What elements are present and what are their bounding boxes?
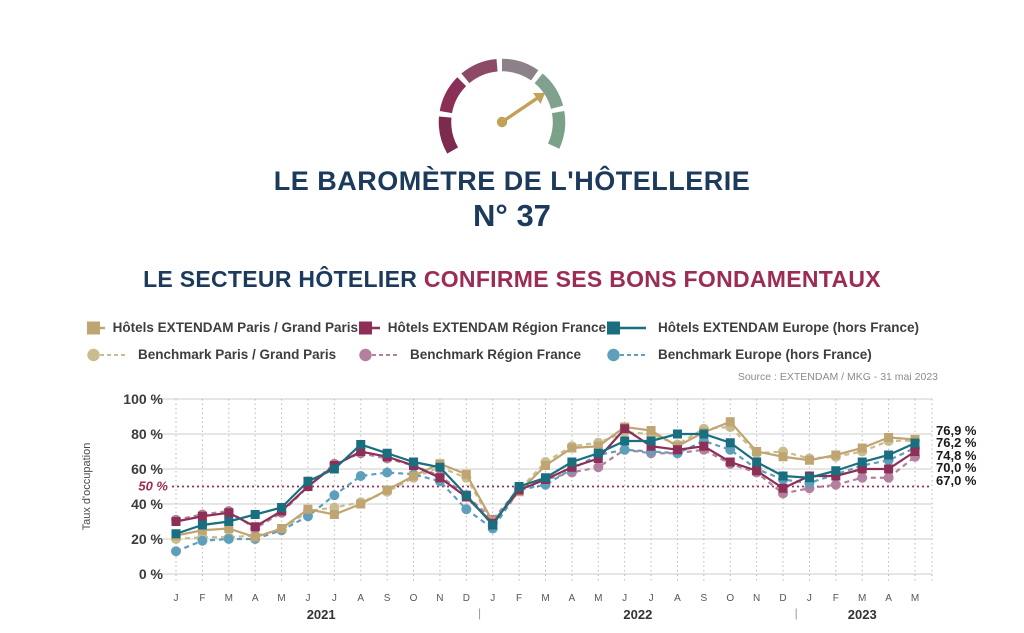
- svg-text:F: F: [516, 593, 522, 604]
- svg-text:D: D: [779, 593, 786, 604]
- svg-text:J: J: [332, 593, 337, 604]
- svg-text:M: M: [911, 593, 919, 604]
- legend-item-label: Hôtels EXTENDAM Paris / Grand Paris: [112, 320, 358, 335]
- svg-text:80 %: 80 %: [131, 426, 163, 442]
- barometer-gauge-icon: [438, 58, 566, 154]
- svg-text:67,0 %: 67,0 %: [936, 473, 977, 488]
- svg-text:|: |: [478, 606, 481, 620]
- svg-text:D: D: [463, 593, 470, 604]
- svg-text:S: S: [384, 593, 391, 604]
- svg-text:F: F: [199, 593, 205, 604]
- chart-legend: Hôtels EXTENDAM Paris / Grand Paris Hôte…: [86, 314, 919, 368]
- reference-line-50: 50 %: [138, 479, 932, 494]
- legend-marker-dashed-icon: [607, 348, 646, 361]
- svg-text:60 %: 60 %: [131, 461, 163, 477]
- svg-text:2022: 2022: [623, 607, 652, 622]
- svg-text:50 %: 50 %: [138, 479, 168, 494]
- end-value-labels: 76,9 %76,2 %74,8 %70,0 %67,0 %: [936, 423, 977, 488]
- svg-text:70,0 %: 70,0 %: [936, 460, 977, 475]
- svg-text:A: A: [674, 593, 681, 604]
- svg-text:M: M: [858, 593, 866, 604]
- legend-item-label: Benchmark Paris / Grand Paris: [138, 347, 337, 362]
- legend-item-label: Benchmark Europe (hors France): [658, 347, 872, 362]
- legend-marker-solid-icon: [359, 321, 380, 334]
- page-title: LE BAROMÈTRE DE L'HÔTELLERIE: [273, 166, 751, 196]
- subtitle-dark: LE SECTEUR HÔTELIER: [143, 266, 418, 292]
- source-note: Source : EXTENDAM / MKG - 31 mai 2023: [737, 371, 938, 383]
- svg-text:N: N: [753, 593, 760, 604]
- issue-number: N° 37: [473, 198, 551, 233]
- svg-text:J: J: [622, 593, 627, 604]
- legend-item: Benchmark Europe (hors France): [606, 341, 919, 368]
- legend-item: Hôtels EXTENDAM Paris / Grand Paris: [86, 314, 358, 341]
- svg-text:0 %: 0 %: [139, 566, 164, 582]
- svg-text:76,9 %: 76,9 %: [936, 423, 977, 438]
- legend-item-label: Hôtels EXTENDAM Europe (hors France): [658, 320, 920, 335]
- svg-text:40 %: 40 %: [131, 496, 163, 512]
- legend-item: Benchmark Paris / Grand Paris: [86, 341, 358, 368]
- x-axis: J F M A M J J A S O N D J F M A M J J A S O N D J F M A M 2021 | 2022 | 2…: [174, 593, 920, 622]
- svg-text:M: M: [225, 593, 233, 604]
- svg-text:A: A: [357, 593, 364, 604]
- svg-text:M: M: [541, 593, 549, 604]
- svg-text:N: N: [436, 593, 443, 604]
- legend-item: Hôtels EXTENDAM Région France: [358, 314, 606, 341]
- x-gridlines: [175, 399, 933, 582]
- svg-text:J: J: [174, 593, 179, 604]
- svg-text:A: A: [252, 593, 259, 604]
- legend-marker-dashed-icon: [87, 348, 126, 361]
- legend-item: Hôtels EXTENDAM Europe (hors France): [606, 314, 919, 341]
- svg-text:J: J: [305, 593, 310, 604]
- svg-text:O: O: [726, 593, 734, 604]
- legend-item-label: Hôtels EXTENDAM Région France: [387, 320, 606, 335]
- svg-text:76,2 %: 76,2 %: [936, 435, 977, 450]
- svg-text:100 %: 100 %: [123, 391, 163, 407]
- svg-text:|: |: [795, 606, 798, 620]
- legend-item: Benchmark Région France: [358, 341, 606, 368]
- svg-text:Taux d'occupation: Taux d'occupation: [81, 443, 93, 531]
- svg-text:M: M: [277, 593, 285, 604]
- legend-marker-solid-icon: [87, 321, 105, 334]
- legend-marker-solid-icon: [607, 321, 646, 334]
- svg-text:2021: 2021: [307, 607, 336, 622]
- subtitle-accent: CONFIRME SES BONS FONDAMENTAUX: [423, 266, 881, 292]
- svg-text:J: J: [649, 593, 654, 604]
- svg-text:J: J: [807, 593, 812, 604]
- svg-text:A: A: [569, 593, 576, 604]
- svg-text:74,8 %: 74,8 %: [936, 448, 977, 463]
- svg-text:F: F: [833, 593, 839, 604]
- svg-text:2023: 2023: [848, 607, 877, 622]
- svg-text:M: M: [594, 593, 602, 604]
- series-h-tels-extendam-europe-hors-france: [171, 429, 920, 539]
- y-axis: 0 % 20 % 40 % 60 % 80 % 100 % Taux d'occupatio…: [81, 391, 164, 582]
- svg-text:J: J: [490, 593, 495, 604]
- svg-text:S: S: [701, 593, 708, 604]
- legend-item-label: Benchmark Région France: [410, 347, 582, 362]
- svg-text:A: A: [885, 593, 892, 604]
- legend-marker-dashed-icon: [359, 348, 398, 361]
- gauge-needle-icon: [496, 92, 546, 128]
- svg-text:20 %: 20 %: [131, 531, 163, 547]
- page-subtitle: LE SECTEUR HÔTELIER CONFIRME SES BONS FO…: [0, 266, 1024, 293]
- svg-text:O: O: [410, 593, 418, 604]
